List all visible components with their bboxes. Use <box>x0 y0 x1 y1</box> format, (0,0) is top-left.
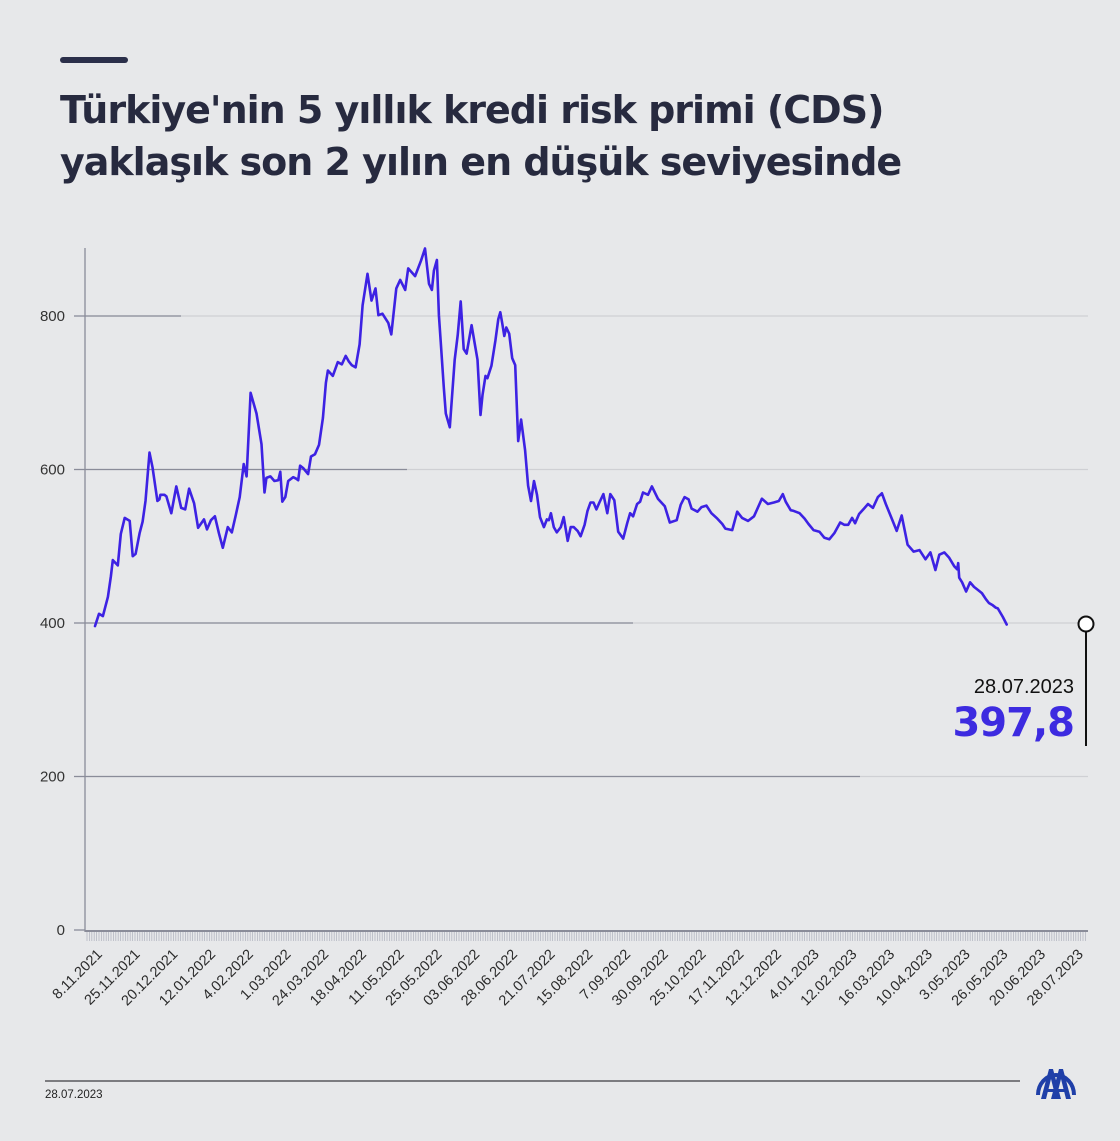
y-tick-label: 800 <box>40 308 65 325</box>
annotation-date: 28.07.2023 <box>973 676 1074 698</box>
y-tick-label: 200 <box>40 769 65 786</box>
x-axis-minor-ticks <box>86 932 1086 941</box>
y-tick-label: 600 <box>40 462 65 479</box>
last-point-marker[interactable] <box>1077 615 1095 633</box>
title-line-2: yaklaşık son 2 yılın en düşük seviyesind… <box>60 140 902 184</box>
title-accent-bar <box>60 57 128 63</box>
aa-logo-icon <box>1036 1069 1076 1099</box>
gridlines <box>85 315 1088 778</box>
footer-divider <box>45 1080 1020 1082</box>
y-tick-label: 0 <box>57 922 65 939</box>
cds-line-series <box>93 247 1008 628</box>
annotation-value: 397,8 <box>952 700 1075 746</box>
x-axis-labels: 8.11.202125.11.202120.12.202112.01.20224… <box>50 947 1087 1010</box>
page-title: Türkiye'nin 5 yıllık kredi risk primi (C… <box>60 84 1060 188</box>
title-line-1: Türkiye'nin 5 yıllık kredi risk primi (C… <box>60 88 884 132</box>
y-tick-label: 400 <box>40 615 65 632</box>
y-axis-ticks: 0 200 400 600 800 <box>40 308 85 939</box>
footer-date: 28.07.2023 <box>45 1089 103 1101</box>
